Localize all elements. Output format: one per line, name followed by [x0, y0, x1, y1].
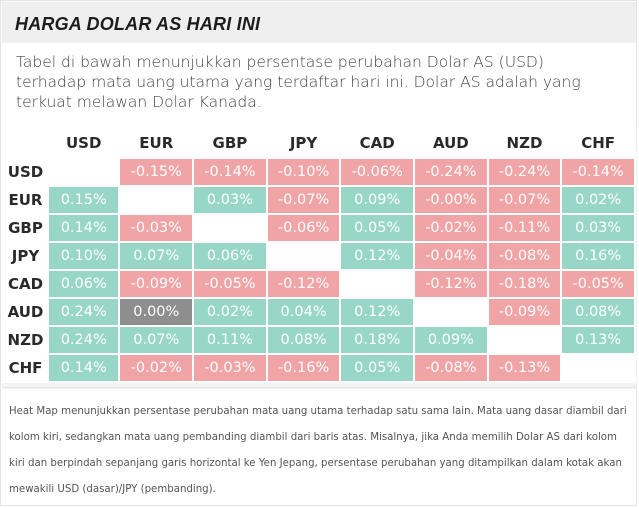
heatmap-cell[interactable]: -0.24%	[488, 159, 561, 185]
heatmap-cell[interactable]: -0.15%	[120, 159, 193, 185]
heatmap-cell-empty	[194, 215, 266, 241]
column-header-usd: USD	[66, 134, 102, 152]
heatmap-row-jpy: JPY 0.10% 0.07% 0.06% 0.12% -0.04% -0.08% 0.16%	[4, 243, 634, 269]
heatmap-cell[interactable]: -0.12%	[267, 271, 340, 297]
heatmap-cell-empty	[48, 159, 119, 185]
heatmap-cell[interactable]: -0.07%	[267, 187, 340, 213]
heatmap-cell[interactable]: -0.07%	[488, 187, 561, 213]
heatmap-cell[interactable]: -0.05%	[194, 271, 266, 297]
heatmap-cell[interactable]: 0.03%	[194, 187, 266, 213]
column-header-gbp: GBP	[212, 134, 248, 152]
row-header-chf: CHF	[8, 359, 43, 377]
heatmap-cell[interactable]: 0.02%	[562, 187, 634, 213]
heatmap-cell[interactable]: -0.13%	[488, 355, 561, 381]
heatmap-cell[interactable]: -0.12%	[415, 271, 487, 297]
heatmap-cell-empty	[488, 327, 561, 353]
heatmap-row-aud: AUD 0.24% 0.00% 0.02% 0.04% 0.12% -0.09% 0.08%	[4, 299, 634, 325]
column-header-cad: CAD	[359, 134, 395, 152]
heatmap-cell[interactable]: -0.02%	[415, 215, 487, 241]
heatmap-cell[interactable]: -0.14%	[562, 159, 634, 185]
heatmap-cell[interactable]: 0.06%	[194, 243, 266, 269]
heatmap-cell[interactable]: -0.18%	[488, 271, 561, 297]
heatmap-cell-empty	[341, 271, 414, 297]
row-header-aud: AUD	[7, 303, 44, 321]
page-title: HARGA DOLAR AS HARI INI	[15, 14, 261, 34]
heatmap-cell[interactable]: -0.00%	[415, 187, 487, 213]
heatmap-cell[interactable]: 0.08%	[562, 299, 634, 325]
heatmap-cell[interactable]: -0.08%	[488, 243, 561, 269]
heatmap-cell[interactable]: 0.10%	[48, 243, 119, 269]
heatmap-cell[interactable]: 0.03%	[562, 215, 634, 241]
heatmap-cell[interactable]: 0.15%	[48, 187, 119, 213]
heatmap-cell[interactable]: 0.11%	[194, 327, 266, 353]
heatmap-corner	[4, 129, 47, 157]
column-header-chf: CHF	[581, 134, 616, 152]
column-header-nzd: NZD	[506, 134, 543, 152]
heatmap-cell[interactable]: 0.09%	[341, 187, 414, 213]
column-header-aud: AUD	[432, 134, 469, 152]
column-header-jpy: JPY	[289, 134, 318, 152]
heatmap-row-usd: USD -0.15% -0.14% -0.10% -0.06% -0.24% -0.24% -…	[4, 159, 634, 185]
description-text: Tabel di bawah menunjukkan persentase pe…	[16, 53, 581, 111]
heatmap-cell[interactable]: 0.09%	[415, 327, 487, 353]
row-header-cad: CAD	[7, 275, 44, 293]
divider	[2, 387, 636, 388]
heatmap-cell[interactable]: 0.08%	[267, 327, 340, 353]
row-header-jpy: JPY	[11, 247, 40, 265]
heatmap-cell[interactable]: -0.09%	[488, 299, 561, 325]
heatmap-cell[interactable]: -0.24%	[415, 159, 487, 185]
heatmap-cell[interactable]: 0.24%	[48, 327, 119, 353]
title-bar: HARGA DOLAR AS HARI INI	[2, 2, 636, 43]
heatmap-cell-empty	[415, 299, 487, 325]
heatmap-cell[interactable]: -0.06%	[341, 159, 414, 185]
heatmap-cell[interactable]: 0.05%	[341, 355, 414, 381]
heatmap-cell-empty	[120, 187, 193, 213]
heatmap-cell[interactable]: 0.05%	[341, 215, 414, 241]
heatmap-cell[interactable]: 0.12%	[341, 299, 414, 325]
heatmap-cell[interactable]: -0.06%	[267, 215, 340, 241]
heatmap-cell[interactable]: 0.14%	[48, 215, 119, 241]
heatmap-cell[interactable]: -0.04%	[415, 243, 487, 269]
heatmap-cell-empty	[562, 355, 634, 381]
heatmap-row-gbp: GBP 0.14% -0.03% -0.06% 0.05% -0.02% -0.11% 0.0…	[4, 215, 634, 241]
heatmap-cell[interactable]: -0.03%	[120, 215, 193, 241]
heatmap-cell[interactable]: -0.05%	[562, 271, 634, 297]
footer-note: Heat Map menunjukkan persentase perubaha…	[9, 406, 627, 495]
heatmap-cell[interactable]: -0.11%	[488, 215, 561, 241]
row-header-gbp: GBP	[8, 219, 43, 237]
currency-heatmap: USD EUR GBP JPY CAD AUD NZD CHF USD -0.15% -0.14%…	[2, 127, 636, 383]
heatmap-row-nzd: NZD 0.24% 0.07% 0.11% 0.08% 0.18% 0.09% 0.13%	[4, 327, 634, 353]
heatmap-cell[interactable]: 0.07%	[120, 327, 193, 353]
heatmap-cell[interactable]: 0.16%	[562, 243, 634, 269]
heatmap-cell[interactable]: 0.04%	[267, 299, 340, 325]
heatmap-cell[interactable]: -0.08%	[415, 355, 487, 381]
row-header-nzd: NZD	[7, 331, 44, 349]
heatmap-row-cad: CAD 0.06% -0.09% -0.05% -0.12% -0.12% -0.18% -0…	[4, 271, 634, 297]
heatmap-cell[interactable]: 0.02%	[194, 299, 266, 325]
heatmap-cell[interactable]: 0.07%	[120, 243, 193, 269]
heatmap-cell[interactable]: -0.10%	[267, 159, 340, 185]
row-header-eur: EUR	[8, 191, 43, 209]
heatmap-cell[interactable]: 0.00%	[120, 299, 193, 325]
heatmap-cell[interactable]: -0.16%	[267, 355, 340, 381]
heatmap-cell[interactable]: -0.09%	[120, 271, 193, 297]
heatmap-cell[interactable]: 0.13%	[562, 327, 634, 353]
heatmap-cell[interactable]: 0.24%	[48, 299, 119, 325]
heatmap-cell[interactable]: -0.14%	[194, 159, 266, 185]
heatmap-cell[interactable]: 0.18%	[341, 327, 414, 353]
heatmap-cell[interactable]: -0.03%	[194, 355, 266, 381]
heatmap-cell[interactable]: 0.14%	[48, 355, 119, 381]
heatmap-row-eur: EUR 0.15% 0.03% -0.07% 0.09% -0.00% -0.07% 0.02…	[4, 187, 634, 213]
column-header-eur: EUR	[139, 134, 174, 152]
heatmap-cell-empty	[267, 243, 340, 269]
heatmap-row-chf: CHF 0.14% -0.02% -0.03% -0.16% 0.05% -0.08% -0.…	[4, 355, 634, 381]
row-header-usd: USD	[7, 163, 44, 181]
heatmap-cell[interactable]: -0.02%	[120, 355, 193, 381]
heatmap-cell[interactable]: 0.06%	[48, 271, 119, 297]
heatmap-header-row: USD EUR GBP JPY CAD AUD NZD CHF	[4, 129, 634, 157]
heatmap-body: USD -0.15% -0.14% -0.10% -0.06% -0.24% -0.24% -…	[4, 159, 634, 381]
heatmap-cell[interactable]: 0.12%	[341, 243, 414, 269]
